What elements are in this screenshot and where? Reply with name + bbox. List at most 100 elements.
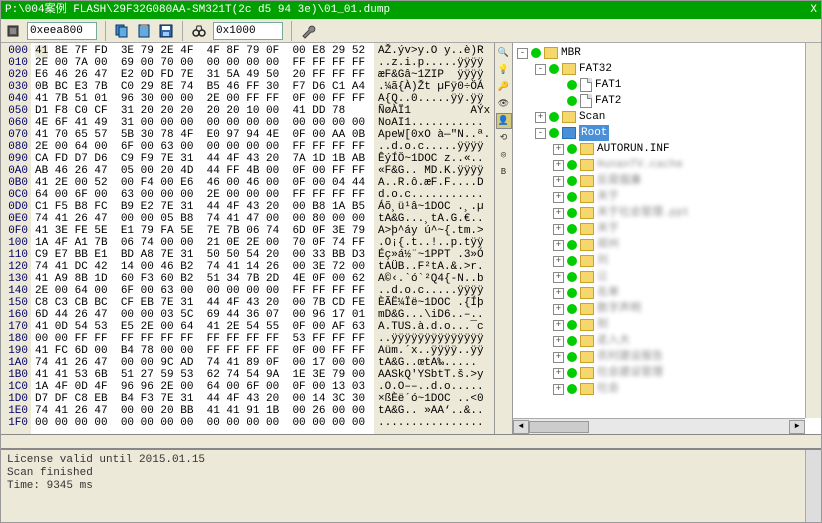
ascii-column: AŽ.ýv>y.O y..è)R..z.i.p.....ÿÿÿÿæF&Gâ~1Z…: [374, 43, 494, 434]
tree-node[interactable]: +让: [517, 269, 819, 285]
tree-label: 郑州: [597, 237, 619, 253]
close-icon[interactable]: X: [810, 1, 817, 19]
tree-node[interactable]: FAT2: [517, 93, 819, 109]
tree-node[interactable]: FAT1: [517, 77, 819, 93]
save-icon[interactable]: [158, 23, 174, 39]
folder-icon: [580, 303, 594, 315]
expand-icon[interactable]: +: [553, 384, 564, 395]
status-dot: [549, 128, 559, 138]
tree-label: 社会建设管理: [597, 365, 663, 381]
tree-label: 刘: [597, 253, 608, 269]
folder-icon: [580, 239, 594, 251]
tree-node[interactable]: -Root: [517, 125, 819, 141]
tree-node[interactable]: +HunanTV.cache: [517, 157, 819, 173]
expand-icon[interactable]: +: [553, 208, 564, 219]
folder-icon: [580, 207, 594, 219]
tool-icon[interactable]: [300, 23, 316, 39]
expand-icon[interactable]: +: [553, 320, 564, 331]
folder-icon: [580, 319, 594, 331]
tree-node[interactable]: + AUTORUN.INF: [517, 141, 819, 157]
expand-icon[interactable]: +: [553, 272, 564, 283]
folder-icon: [580, 143, 594, 155]
title-bar: P:\004案例 FLASH\29F32G080AA-SM321T(2c d5 …: [1, 1, 821, 19]
binoculars-icon[interactable]: [191, 23, 207, 39]
expand-icon[interactable]: +: [553, 144, 564, 155]
tree-node[interactable]: +刘: [517, 253, 819, 269]
expand-icon[interactable]: +: [553, 304, 564, 315]
status-dot: [567, 384, 577, 394]
expand-icon[interactable]: +: [553, 176, 564, 187]
tree-node[interactable]: +Scan: [517, 109, 819, 125]
tree-node[interactable]: + 反腐倡廉: [517, 173, 819, 189]
tree-node[interactable]: + 社会建设管理: [517, 365, 819, 381]
expand-icon[interactable]: +: [553, 192, 564, 203]
mid-toolbar: 🔍 💡 🔑 👁 👤 ⟲ ◎ B: [495, 43, 513, 434]
tree-node[interactable]: -MBR: [517, 45, 819, 61]
eye-icon[interactable]: 👁: [496, 96, 512, 112]
tree-label: 反腐倡廉: [597, 173, 641, 189]
status-dot: [567, 272, 577, 282]
chip-icon[interactable]: [5, 23, 21, 39]
tree-node[interactable]: +关于: [517, 221, 819, 237]
expand-icon[interactable]: -: [535, 128, 546, 139]
window-title: P:\004案例 FLASH\29F32G080AA-SM321T(2c d5 …: [5, 1, 390, 19]
tree-node[interactable]: -FAT32: [517, 61, 819, 77]
expand-icon[interactable]: +: [553, 160, 564, 171]
console-scrollbar[interactable]: [805, 450, 821, 522]
status-dot: [567, 336, 577, 346]
status-dot: [567, 208, 577, 218]
tree-node[interactable]: + 关于社会管理.ppt: [517, 205, 819, 221]
hex-pane: 0000100200300400500600700800900A00B00C00…: [1, 43, 495, 434]
folder-icon: [580, 159, 594, 171]
tree-node[interactable]: + 郑州: [517, 237, 819, 253]
tree-label: FAT2: [595, 93, 621, 109]
b-icon[interactable]: B: [496, 164, 512, 180]
expand-icon[interactable]: +: [535, 112, 546, 123]
scroll-track[interactable]: [529, 420, 789, 434]
expand-icon[interactable]: +: [553, 352, 564, 363]
bulb-icon[interactable]: 💡: [496, 62, 512, 78]
key-icon[interactable]: 🔑: [496, 79, 512, 95]
tree-label: AUTORUN.INF: [597, 141, 670, 157]
file-icon: [580, 94, 592, 108]
link-icon[interactable]: ⟲: [496, 130, 512, 146]
tree-label: 让: [597, 269, 608, 285]
tree-node[interactable]: +农村建设报告: [517, 349, 819, 365]
expand-icon[interactable]: +: [553, 240, 564, 251]
expand-icon[interactable]: +: [553, 336, 564, 347]
tree-node[interactable]: +数字声明: [517, 301, 819, 317]
console-line: License valid until 2015.01.15: [7, 454, 815, 467]
tree-node[interactable]: +走入大: [517, 333, 819, 349]
scroll-left-icon[interactable]: ◄: [513, 420, 529, 434]
status-dot: [549, 112, 559, 122]
status-dot: [549, 64, 559, 74]
folder-icon: [580, 335, 594, 347]
search-icon[interactable]: 🔍: [496, 45, 512, 61]
target-icon[interactable]: ◎: [496, 147, 512, 163]
paste-icon[interactable]: [136, 23, 152, 39]
console: License valid until 2015.01.15 Scan fini…: [1, 448, 821, 522]
folder-icon: [544, 47, 558, 59]
horizontal-scrollbar[interactable]: ◄ ►: [513, 418, 805, 434]
expand-icon[interactable]: +: [553, 288, 564, 299]
expand-icon[interactable]: -: [517, 48, 528, 59]
offset-input[interactable]: [27, 22, 97, 40]
size-input[interactable]: [213, 22, 283, 40]
tree-node[interactable]: +名单: [517, 285, 819, 301]
copy-icon[interactable]: [114, 23, 130, 39]
scroll-thumb[interactable]: [529, 421, 589, 433]
expand-icon[interactable]: +: [553, 224, 564, 235]
scroll-right-icon[interactable]: ►: [789, 420, 805, 434]
tree-node[interactable]: +刻: [517, 317, 819, 333]
hex-column[interactable]: 41 8E 7F FD 3E 79 2E 4F 4F 8F 79 0F 00 E…: [31, 43, 374, 434]
tree-node[interactable]: +关于: [517, 189, 819, 205]
offset-column: 0000100200300400500600700800900A00B00C00…: [1, 43, 31, 434]
expand-icon[interactable]: +: [553, 256, 564, 267]
expand-icon[interactable]: +: [553, 368, 564, 379]
tree-label: 关于社会管理.ppt: [597, 205, 689, 221]
expand-icon[interactable]: -: [535, 64, 546, 75]
tree-node[interactable]: +社会: [517, 381, 819, 397]
person-icon[interactable]: 👤: [496, 113, 512, 129]
tree[interactable]: -MBR-FAT32FAT1FAT2+Scan-Root + AUTORUN.INF…: [513, 43, 821, 417]
vertical-scrollbar[interactable]: [805, 43, 821, 418]
